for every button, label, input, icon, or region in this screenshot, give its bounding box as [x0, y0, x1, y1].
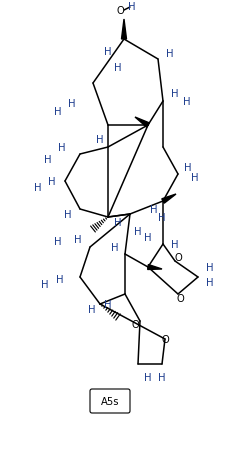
- Text: H: H: [184, 162, 192, 173]
- Text: H: H: [104, 299, 112, 309]
- Text: H: H: [54, 236, 62, 246]
- Text: H: H: [44, 155, 52, 165]
- Text: H: H: [114, 63, 122, 73]
- Text: H: H: [144, 372, 152, 382]
- Text: H: H: [96, 134, 104, 145]
- Text: H: H: [41, 280, 49, 289]
- Text: H: H: [134, 226, 142, 236]
- Text: H: H: [88, 304, 96, 314]
- Polygon shape: [162, 195, 176, 204]
- Text: H: H: [128, 2, 136, 12]
- Text: H: H: [158, 213, 166, 223]
- Text: H: H: [56, 274, 64, 285]
- Text: H: H: [206, 263, 214, 272]
- Text: H: H: [114, 218, 122, 228]
- Text: H: H: [150, 205, 158, 214]
- Text: H: H: [111, 242, 119, 252]
- Text: H: H: [171, 89, 179, 99]
- Text: O: O: [161, 334, 169, 344]
- Text: O: O: [116, 6, 124, 16]
- Text: O: O: [174, 252, 182, 263]
- Text: O: O: [176, 293, 184, 303]
- Text: H: H: [68, 99, 76, 109]
- FancyBboxPatch shape: [90, 389, 130, 413]
- Text: H: H: [191, 173, 199, 183]
- Text: H: H: [34, 183, 42, 193]
- Text: A5s: A5s: [101, 396, 119, 406]
- Polygon shape: [148, 265, 162, 270]
- Text: H: H: [54, 107, 62, 117]
- Text: H: H: [171, 240, 179, 249]
- Text: O: O: [131, 319, 139, 329]
- Text: H: H: [166, 49, 174, 59]
- Polygon shape: [122, 20, 126, 40]
- Text: H: H: [58, 143, 66, 153]
- Text: H: H: [183, 97, 191, 107]
- Text: H: H: [206, 277, 214, 287]
- Text: H: H: [48, 177, 56, 187]
- Text: H: H: [104, 47, 112, 57]
- Text: H: H: [64, 210, 72, 219]
- Text: H: H: [158, 372, 166, 382]
- Text: H: H: [74, 235, 82, 245]
- Polygon shape: [135, 118, 149, 128]
- Text: H: H: [144, 233, 152, 242]
